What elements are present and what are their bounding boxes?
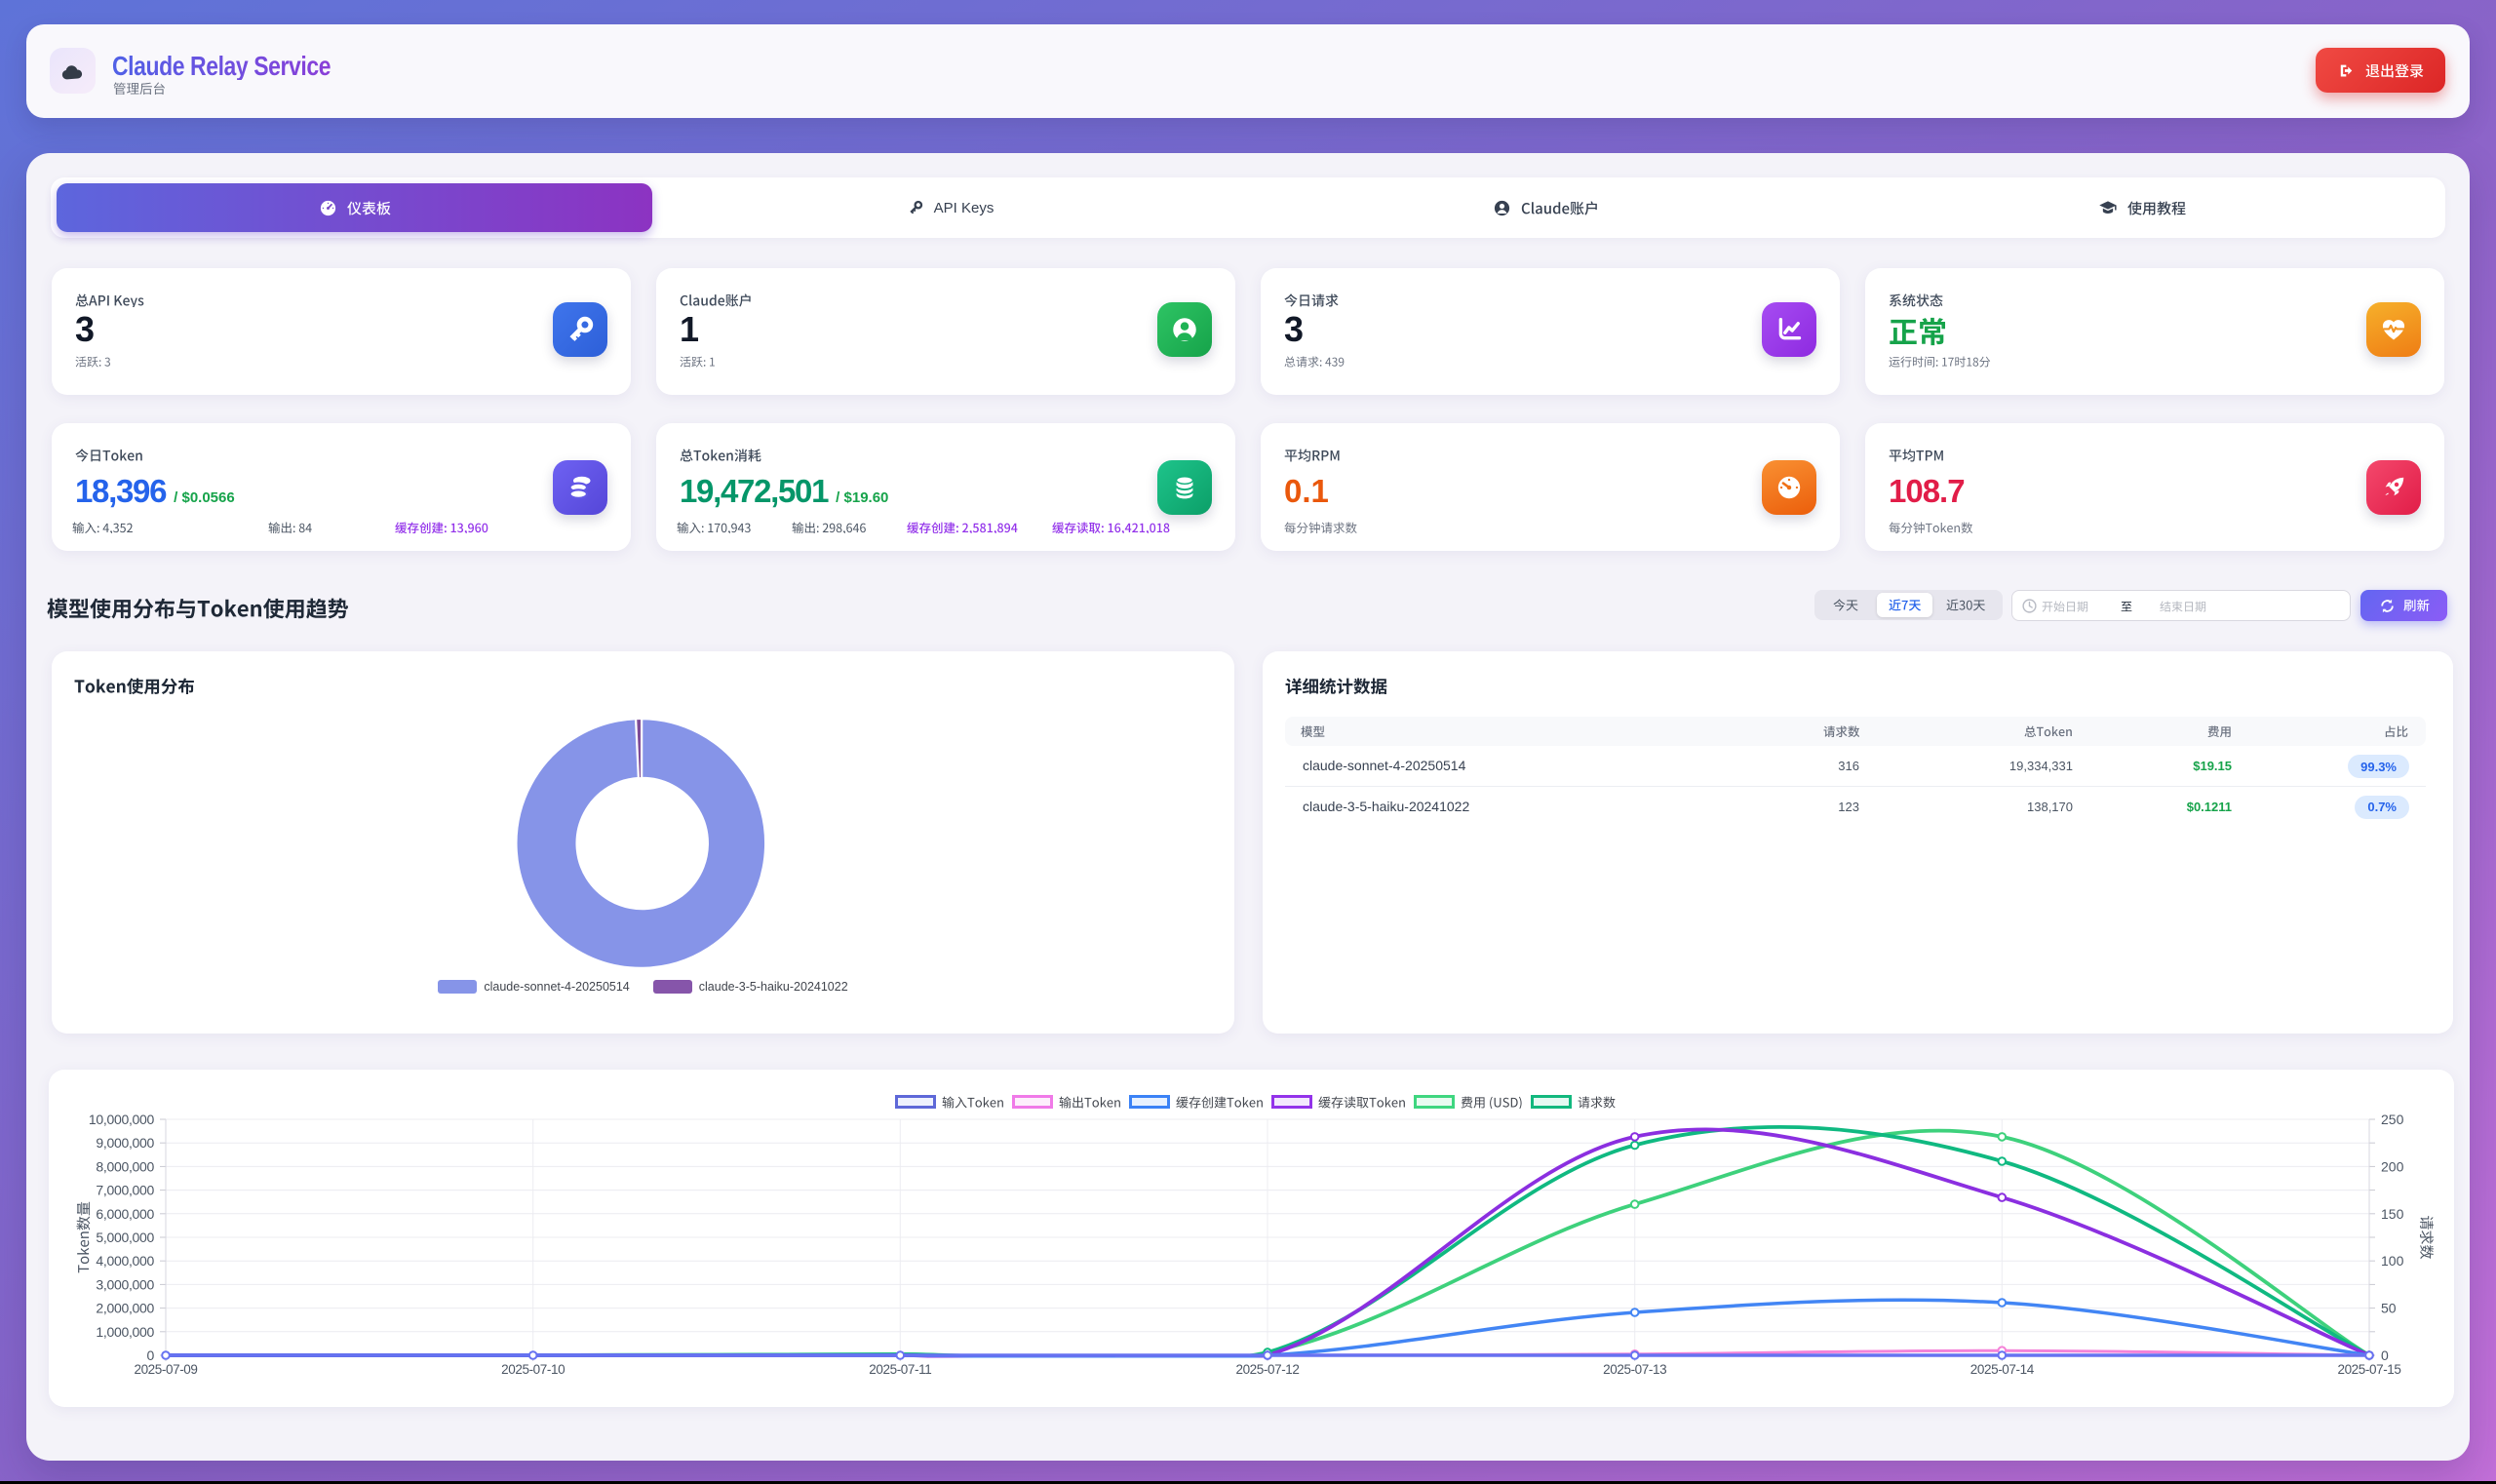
- svg-text:250: 250: [2381, 1112, 2404, 1127]
- svg-text:2025-07-15: 2025-07-15: [2337, 1362, 2400, 1377]
- svg-text:100: 100: [2381, 1253, 2404, 1269]
- svg-text:2025-07-12: 2025-07-12: [1235, 1362, 1299, 1377]
- svg-text:2025-07-10: 2025-07-10: [501, 1362, 565, 1377]
- svg-text:1,000,000: 1,000,000: [96, 1324, 154, 1340]
- svg-text:2025-07-09: 2025-07-09: [134, 1362, 197, 1377]
- svg-text:5,000,000: 5,000,000: [96, 1230, 154, 1245]
- svg-text:2,000,000: 2,000,000: [96, 1301, 154, 1316]
- svg-text:6,000,000: 6,000,000: [96, 1206, 154, 1222]
- svg-text:8,000,000: 8,000,000: [96, 1158, 154, 1174]
- svg-text:2025-07-13: 2025-07-13: [1603, 1362, 1666, 1377]
- svg-text:10,000,000: 10,000,000: [89, 1112, 155, 1127]
- svg-text:7,000,000: 7,000,000: [96, 1183, 154, 1198]
- svg-text:50: 50: [2381, 1301, 2397, 1316]
- svg-text:4,000,000: 4,000,000: [96, 1253, 154, 1269]
- svg-text:150: 150: [2381, 1206, 2404, 1222]
- svg-text:3,000,000: 3,000,000: [96, 1276, 154, 1292]
- svg-text:200: 200: [2381, 1158, 2404, 1174]
- svg-text:2025-07-14: 2025-07-14: [1970, 1362, 2035, 1377]
- svg-text:0: 0: [2381, 1347, 2389, 1363]
- svg-text:2025-07-11: 2025-07-11: [869, 1362, 931, 1377]
- svg-text:0: 0: [147, 1347, 155, 1363]
- svg-text:9,000,000: 9,000,000: [96, 1135, 154, 1151]
